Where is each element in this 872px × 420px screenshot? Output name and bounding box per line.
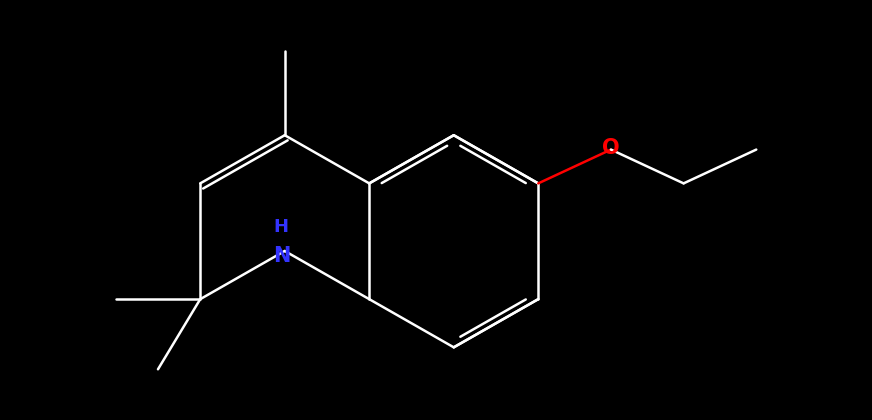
Text: H: H [274,218,289,236]
Text: O: O [603,138,620,158]
Text: N: N [273,246,290,266]
